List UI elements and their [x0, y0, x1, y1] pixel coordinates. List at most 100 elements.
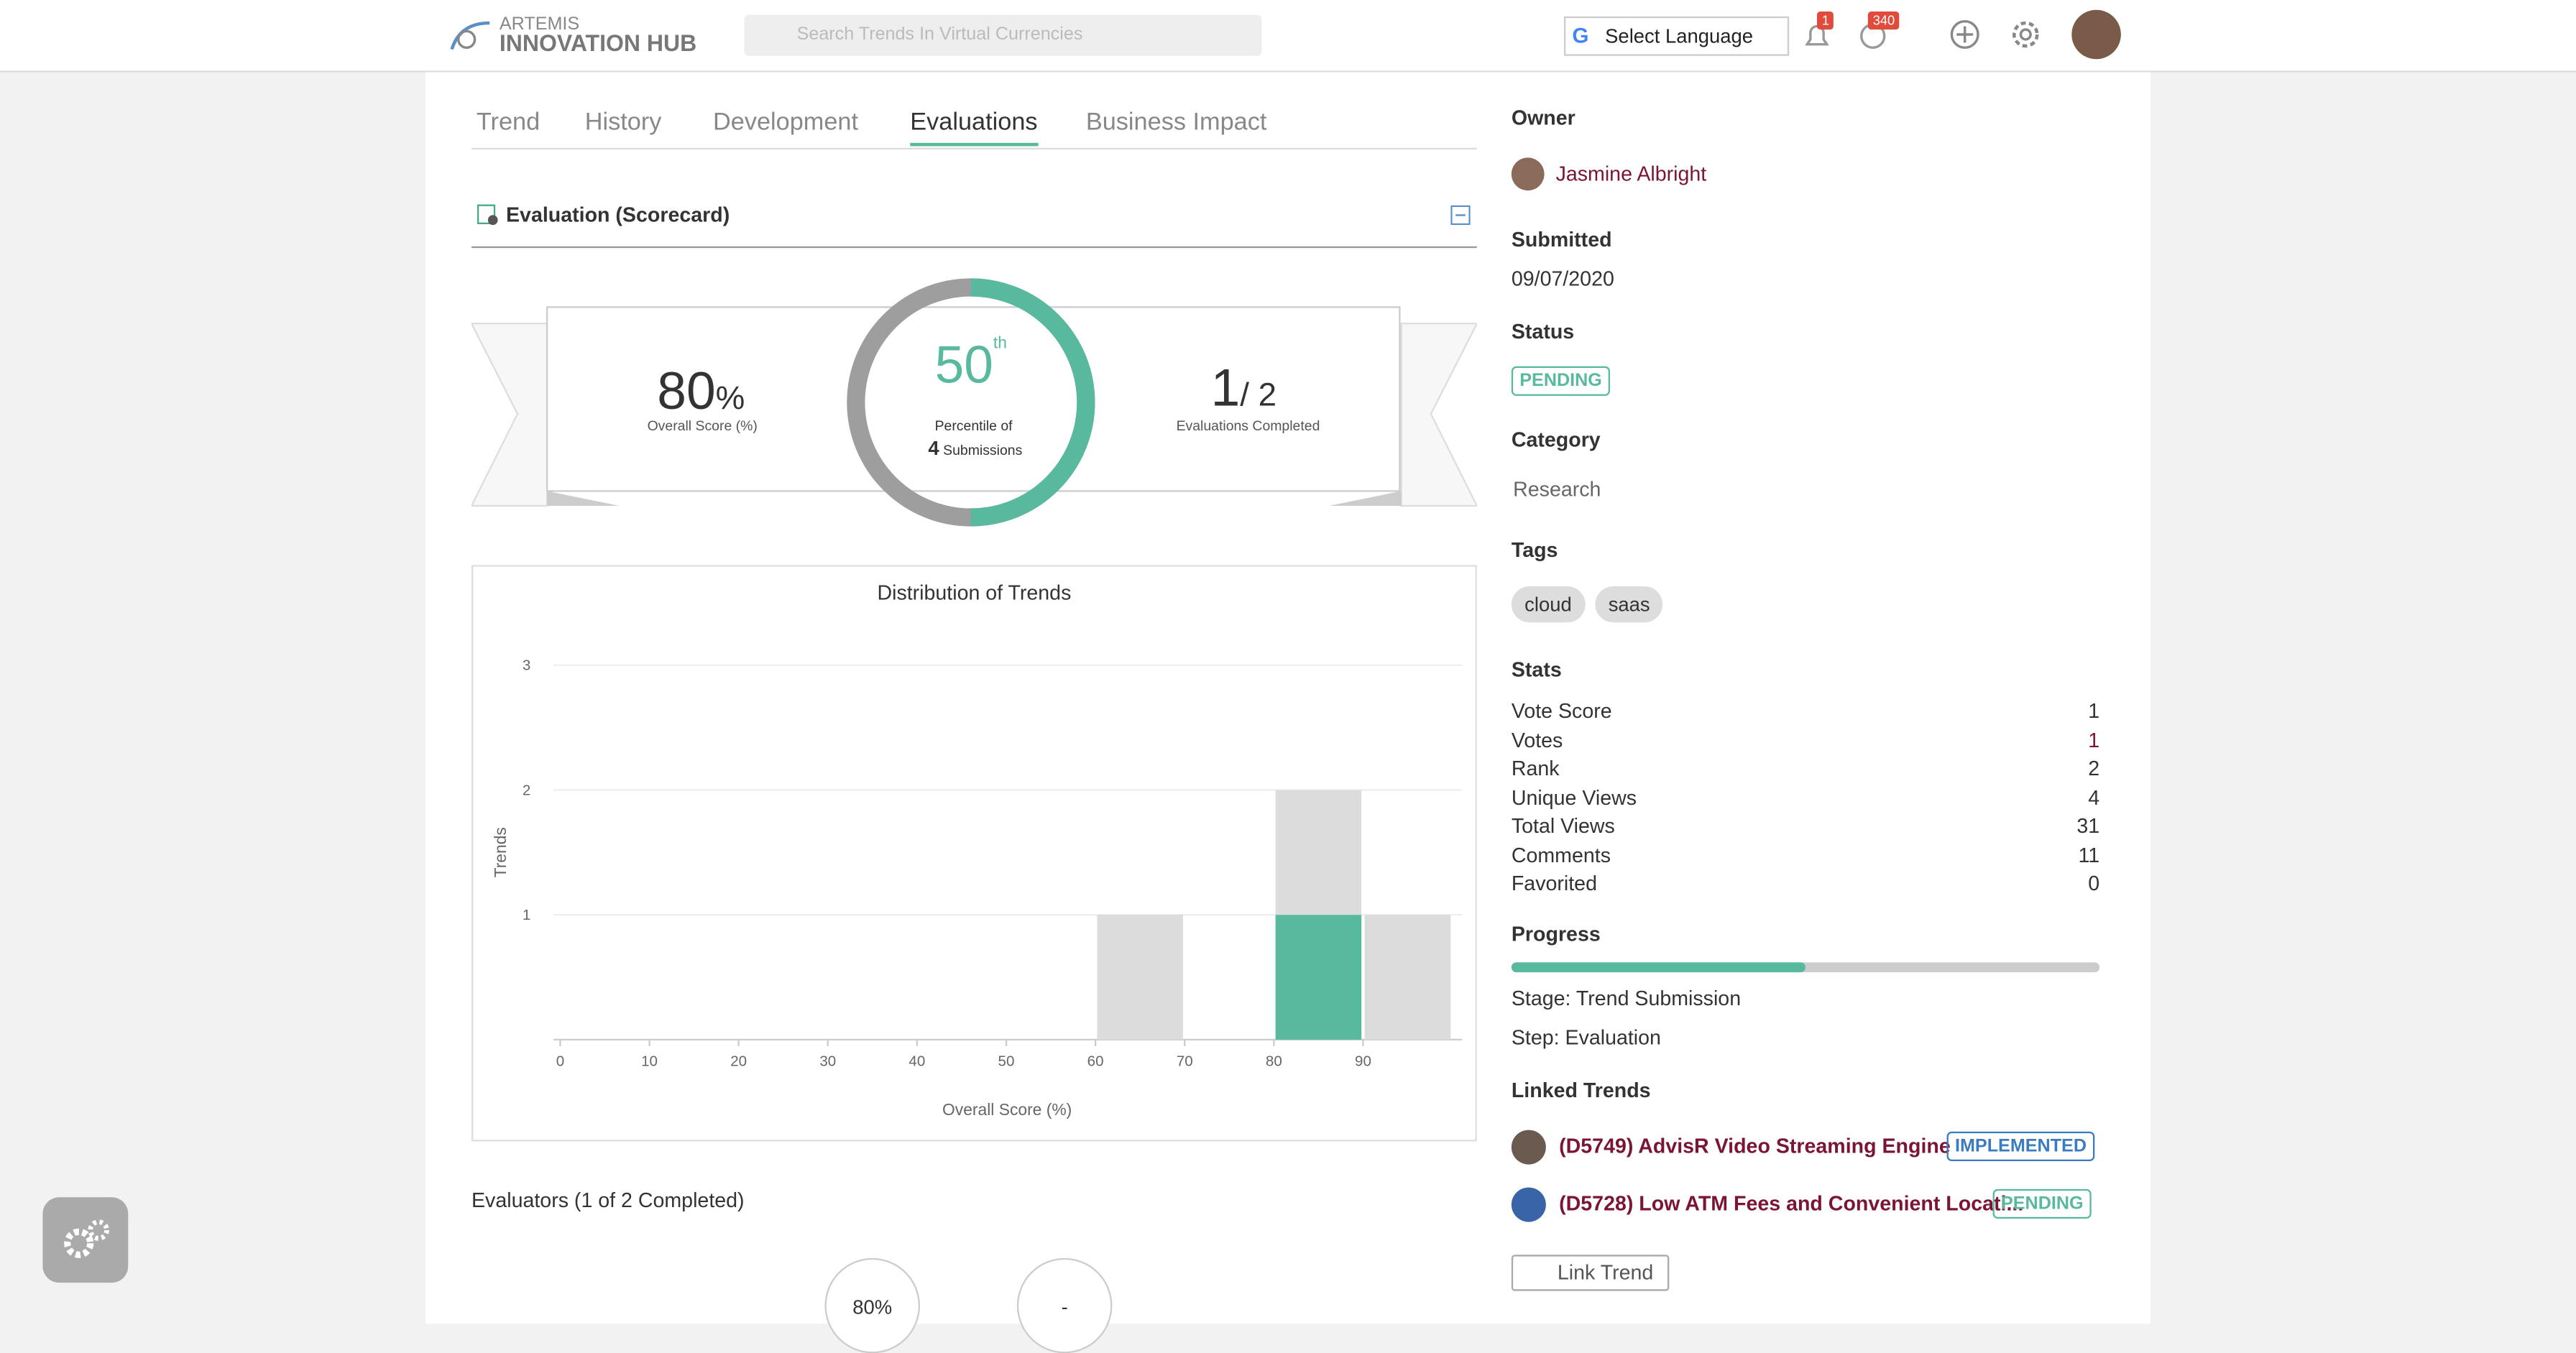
overall-score-value: 80: [657, 361, 716, 421]
tab[interactable]: History: [584, 108, 662, 137]
category-label: Category: [1511, 428, 1601, 452]
y-tick-label: 3: [523, 657, 530, 674]
stat-value: 11: [2078, 843, 2100, 867]
linked-title[interactable]: (D5749) AdvisR Video Streaming Engine: [1559, 1135, 1951, 1158]
owner-label: Owner: [1511, 106, 1576, 130]
progress-label: Progress: [1511, 923, 1601, 946]
owner-avatar: [1511, 157, 1545, 191]
linked-status: PENDING: [1992, 1188, 2092, 1219]
submissions-label: Submissions: [943, 441, 1023, 458]
stat-name: Comments: [1511, 843, 1611, 867]
stat-name: Total Views: [1511, 814, 1615, 838]
status-badge: PENDING: [1511, 366, 1611, 396]
y-axis-label: Trends: [491, 827, 510, 877]
evaluations-total: / 2: [1240, 377, 1277, 414]
stat-name: Unique Views: [1511, 785, 1637, 809]
user-avatar[interactable]: [2071, 9, 2121, 60]
status-label: Status: [1511, 320, 1575, 343]
evaluator[interactable]: 80%: [824, 1257, 920, 1353]
evaluator[interactable]: -: [1016, 1257, 1113, 1353]
ribbon: [471, 306, 1477, 507]
bar: [1275, 790, 1362, 915]
tab[interactable]: Development: [712, 108, 859, 137]
stat-name: Rank: [1511, 757, 1560, 780]
bar: [1097, 915, 1183, 1040]
tab[interactable]: Evaluations: [910, 108, 1038, 147]
y-tick-label: 1: [523, 907, 530, 923]
percentile-ring: [847, 278, 1095, 527]
tags-label: Tags: [1511, 538, 1558, 562]
evaluators-title: Evaluators (1 of 2 Completed): [471, 1188, 745, 1212]
activity-count: 340: [1867, 11, 1900, 30]
x-tick-label: 20: [730, 1053, 747, 1069]
logo-icon: [450, 21, 490, 50]
y-tick-label: 2: [523, 782, 530, 798]
evaluations: 1/ 2: [1211, 358, 1277, 419]
linked-label: Linked Trends: [1511, 1079, 1651, 1102]
overall-score-unit: %: [715, 381, 745, 417]
logo-top: ARTEMIS: [499, 14, 580, 34]
overall-score-label: Overall Score (%): [647, 417, 758, 434]
linked-avatar: [1511, 1187, 1546, 1222]
search-placeholder: Search Trends In Virtual Currencies: [796, 24, 1083, 45]
top-bar: ARTEMIS INNOVATION HUB Search Trends In …: [0, 0, 2576, 73]
x-tick-label: 70: [1177, 1053, 1193, 1069]
percentile-value: 50: [934, 335, 993, 394]
linked-title[interactable]: (D5728) Low ATM Fees and Convenient Loca…: [1559, 1192, 2024, 1216]
ring-value: [847, 278, 1095, 527]
collapse-button[interactable]: [1450, 205, 1471, 226]
logo-bottom: INNOVATION HUB: [499, 29, 697, 56]
overall-score: 80%: [657, 361, 745, 422]
linked-status: IMPLEMENTED: [1946, 1131, 2095, 1161]
tab[interactable]: Business Impact: [1085, 108, 1267, 137]
stat-value: 31: [2076, 814, 2100, 838]
submissions: 4 Submissions: [928, 437, 1022, 460]
add-icon[interactable]: [1949, 18, 1982, 51]
percentile-label: Percentile of: [934, 417, 1013, 434]
x-tick-label: 80: [1266, 1053, 1282, 1069]
tab[interactable]: Trend: [476, 108, 540, 137]
link-trend-text: Link Trend: [1557, 1261, 1654, 1285]
x-tick-label: 0: [556, 1053, 564, 1069]
x-tick-label: 50: [998, 1053, 1015, 1069]
stats-label: Stats: [1511, 658, 1562, 682]
bar: [1364, 915, 1451, 1040]
stat-value: 4: [2088, 785, 2100, 809]
tag[interactable]: saas: [1595, 586, 1663, 623]
stat-name: Votes: [1511, 728, 1563, 752]
language-label: Select Language: [1605, 24, 1754, 48]
stat-value: 1: [2088, 728, 2100, 752]
link-trend-button[interactable]: Link Trend: [1511, 1255, 1670, 1291]
x-tick-label: 10: [641, 1053, 658, 1069]
stat-name: Favorited: [1511, 872, 1597, 895]
submissions-count: 4: [928, 436, 939, 460]
step: Step: Evaluation: [1511, 1026, 1661, 1050]
submitted-label: Submitted: [1511, 228, 1612, 251]
progress-bar: [1511, 962, 1806, 973]
owner-name[interactable]: Jasmine Albright: [1555, 162, 1707, 186]
linked-avatar: [1511, 1130, 1546, 1165]
bar: [1275, 915, 1362, 1040]
scorecard-icon: [477, 204, 498, 226]
settings-icon[interactable]: [2009, 18, 2042, 51]
evaluations-label: Evaluations Completed: [1176, 417, 1320, 434]
stat-value: 0: [2088, 872, 2100, 895]
stage: Stage: Trend Submission: [1511, 987, 1742, 1010]
category: Research: [1513, 478, 1601, 502]
settings-fab[interactable]: [42, 1197, 129, 1283]
evaluator-score: 80%: [852, 1296, 893, 1319]
submitted-date: 09/07/2020: [1511, 267, 1614, 291]
language-select[interactable]: G Select Language: [1563, 16, 1790, 56]
x-tick-label: 40: [908, 1053, 925, 1069]
notification-count: 1: [1816, 11, 1834, 30]
x-axis-label: Overall Score (%): [942, 1100, 1072, 1119]
scorecard-rule: [471, 246, 1477, 249]
x-tick-label: 30: [819, 1053, 836, 1069]
tag[interactable]: cloud: [1511, 586, 1585, 623]
evaluations-done: 1: [1210, 358, 1241, 417]
percentile-suffix: th: [993, 335, 1007, 354]
percentile: 50th: [935, 335, 1007, 396]
evaluator-score: -: [1061, 1296, 1068, 1319]
search-box[interactable]: Search Trends In Virtual Currencies: [744, 14, 1262, 56]
